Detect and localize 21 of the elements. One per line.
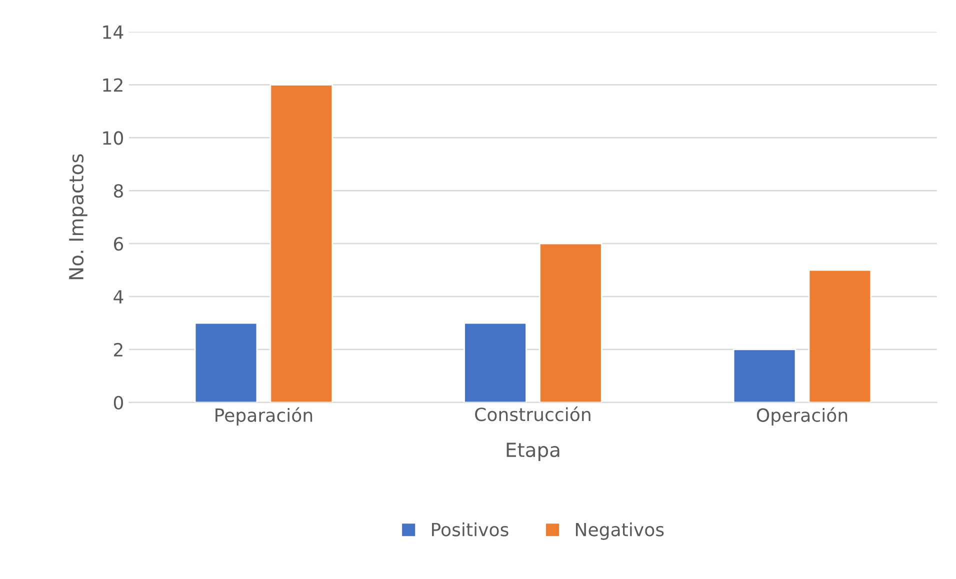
bar [539, 242, 602, 402]
y-tick-label: 0 [114, 396, 123, 410]
bar [464, 322, 527, 402]
legend-label: Positivos [432, 522, 508, 536]
y-axis-title: No. Impactos [69, 154, 88, 280]
y-tick-label: 2 [114, 342, 122, 356]
legend-label: Negativos [576, 522, 664, 540]
x-tick-label: Construcción [475, 406, 590, 422]
x-tick-label: Peparación [216, 407, 312, 426]
bar [194, 322, 258, 402]
y-tick-label: 8 [114, 184, 123, 198]
y-tick-label: 10 [103, 131, 123, 145]
y-tick-label: 14 [103, 26, 124, 39]
x-axis-title: Etapa [506, 442, 560, 461]
x-tick-label: Operación [756, 407, 848, 426]
y-tick-label: 6 [114, 237, 124, 251]
bar [732, 348, 796, 402]
bar [270, 84, 334, 402]
y-tick-label: 4 [114, 290, 124, 304]
y-tick-label: 12 [103, 78, 122, 92]
bar [808, 269, 872, 402]
